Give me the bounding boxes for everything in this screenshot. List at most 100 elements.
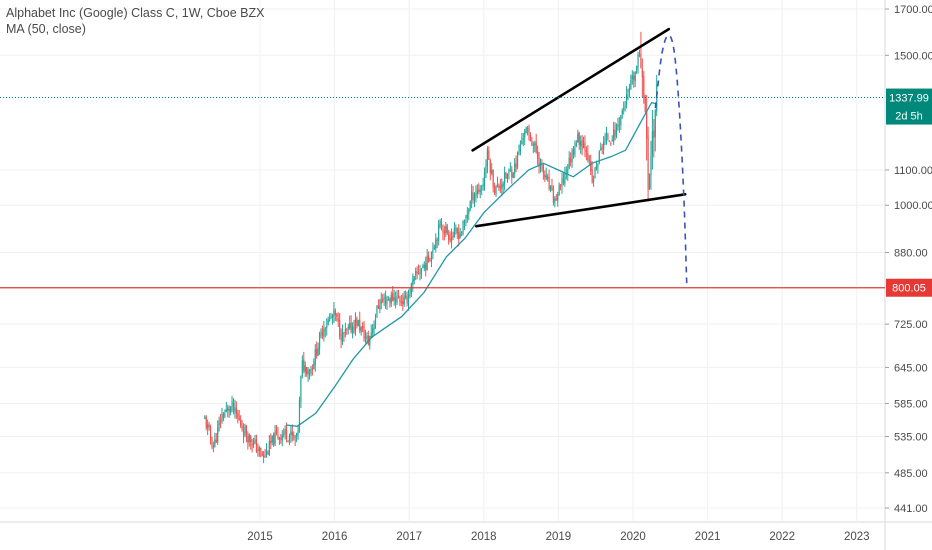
candle-body [525,127,527,133]
candle-body [373,324,375,330]
candle-body [559,184,562,186]
price-tick-label: 1100.00 [894,165,932,177]
candle-body [499,186,501,189]
lower-trendline[interactable] [475,193,687,228]
candle-body [265,450,268,457]
candle-body [528,127,530,134]
price-tick-label: 585.00 [894,399,928,411]
candle-body [257,450,259,452]
candle-body [535,141,537,153]
candle-body [397,295,400,298]
horizontal-levels: 800.05 1337.99 2d 5h [0,88,932,297]
candle-body [307,370,309,375]
price-tick-label: 1500.00 [894,50,932,62]
candle-body [310,369,312,374]
candle-body [440,220,443,228]
candle-body [278,437,280,440]
candle-body [439,221,441,226]
time-tick-label: 2023 [844,531,870,543]
candle-body [430,251,433,262]
candle-body [495,186,497,195]
candle-body [521,140,523,145]
candle-body [620,115,622,125]
candle-body [463,219,466,223]
candle-body [273,433,275,445]
indicator-label[interactable]: MA (50, close) [6,22,86,36]
candle-body [326,325,328,329]
price-tick-label: 880.00 [894,248,928,260]
candle-body [552,187,555,203]
candle-body [604,137,606,142]
candle-body [624,105,626,107]
candle-body [597,164,599,168]
candle-body [438,224,440,242]
candle-body [412,279,414,286]
candle-body [245,425,247,437]
candle-body [317,347,319,356]
candle-body [641,68,643,78]
candle-body [548,177,550,189]
time-tick-label: 2018 [471,531,497,543]
candle-body [505,173,507,179]
candle-body [228,409,230,412]
candle-body [532,144,534,146]
candle-body [331,315,334,318]
candle-body [423,264,425,269]
candle-body [350,322,352,333]
projection-path[interactable] [654,34,688,284]
candle-body [598,151,600,163]
candle-body [410,284,412,294]
candle-body [605,133,608,137]
candle-body [493,186,496,194]
candle-body [343,332,345,335]
candle-body [300,375,302,402]
candle-body [516,152,519,168]
symbol-title[interactable]: Alphabet Inc (Google) Class C, 1W, Cboe … [6,6,265,20]
price-tick-label: 645.00 [894,362,928,374]
candle-body [483,172,486,186]
candle-body [366,336,368,339]
candle-body [491,170,493,174]
candle-body [258,447,260,451]
candle-body [625,93,628,105]
candle-body [212,446,215,448]
candle-body [617,123,619,128]
candle-body [496,184,499,188]
price-tick-label: 441.00 [894,503,928,515]
candle-body [555,199,557,201]
candle-body [449,238,451,241]
candle-body [432,250,434,253]
candle-body [218,421,220,427]
candle-body [531,140,533,146]
candle-body [268,441,270,456]
candle-body [314,349,316,365]
candle-body [575,143,577,147]
candle-body [524,131,526,138]
candle-body [577,133,579,142]
candle-body [445,226,447,233]
candle-body [450,236,453,242]
candle-body [618,124,620,126]
candle-body [630,79,632,90]
price-tick-label: 725.00 [894,319,928,331]
candle-body [610,142,612,144]
candle-body [379,305,381,310]
candle-body [656,84,658,112]
candle-body [334,310,336,315]
candle-body [351,326,354,333]
candle-body [468,209,470,214]
candle-body [363,326,365,339]
candle-body [392,293,394,301]
candle-body [285,430,288,440]
candle-body [211,436,213,447]
time-tick-label: 2017 [396,531,422,543]
candle-body [225,409,227,413]
candle-body [637,54,639,68]
candle-body [219,419,222,422]
candle-body [311,368,313,370]
candle-body [283,433,285,435]
candle-body [562,179,565,183]
candle-body [217,427,219,442]
upper-trendline[interactable] [471,27,671,152]
